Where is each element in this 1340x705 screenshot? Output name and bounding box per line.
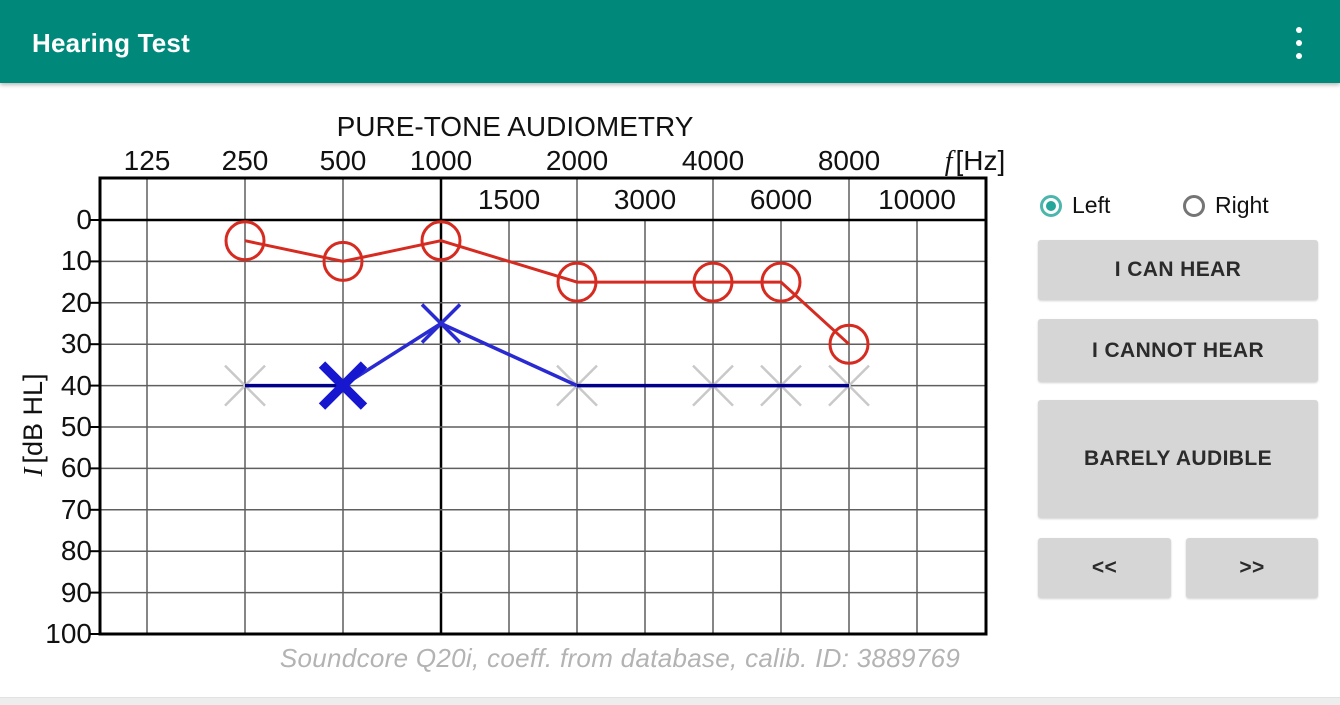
right-ear-marker — [760, 261, 802, 303]
y-tick-70: 70 — [60, 493, 92, 525]
y-tick-20: 20 — [60, 286, 92, 318]
radio-right-icon[interactable] — [1183, 194, 1205, 217]
y-tick-90: 90 — [60, 576, 92, 608]
chart-border — [98, 176, 988, 636]
bottom-strip — [0, 697, 1340, 705]
left-ear-line — [440, 321, 578, 388]
y-tick-60: 60 — [60, 452, 92, 484]
barely-audible-button[interactable]: BARELY AUDIBLE — [1038, 400, 1318, 518]
x-band-tick-10000: 10000 — [878, 184, 956, 215]
x-tick-1000: 1000 — [409, 145, 473, 176]
y-tick-80: 80 — [60, 535, 92, 567]
frequency-symbol: f — [944, 146, 953, 177]
app-title: Hearing Test — [32, 28, 190, 58]
x-band-tick-6000: 6000 — [749, 184, 813, 215]
x-band-tick-1500: 1500 — [477, 184, 541, 215]
app-bar: Hearing Test — [0, 0, 1340, 83]
x-tick-2000: 2000 — [545, 145, 609, 176]
x-band-tick-3000: 3000 — [613, 184, 677, 215]
i-can-hear-button[interactable]: I CAN HEAR — [1038, 240, 1318, 300]
left-ear-marker — [420, 303, 462, 344]
calibration-caption: Soundcore Q20i, coeff. from database, ca… — [279, 643, 961, 673]
y-tick-labels: 0 10 20 30 40 50 60 70 80 90 100 — [0, 0, 92, 705]
right-ear-marker — [322, 240, 364, 282]
y-tick-40: 40 — [60, 369, 92, 401]
x-axis-unit-label: f [Hz] — [944, 145, 1006, 177]
right-ear-line — [244, 239, 851, 346]
radio-left-icon[interactable] — [1040, 194, 1062, 217]
overflow-menu-icon[interactable] — [1288, 27, 1310, 59]
y-tick-50: 50 — [60, 411, 92, 442]
right-ear-marker — [828, 323, 870, 365]
next-button[interactable]: >> — [1186, 538, 1318, 598]
right-ear-marker — [692, 261, 734, 303]
left-ear-marker — [318, 361, 368, 410]
x-tick-4000: 4000 — [681, 145, 745, 176]
y-tick-100: 100 — [45, 618, 92, 649]
x-tick-125: 125 — [123, 145, 171, 176]
y-tick-10: 10 — [60, 245, 92, 277]
right-ear-marker — [556, 261, 598, 303]
previous-button[interactable]: << — [1038, 538, 1171, 598]
y-tick-0: 0 — [76, 204, 92, 235]
chart-title: PURE-TONE AUDIOMETRY — [336, 111, 694, 142]
radio-right[interactable]: Right — [1183, 192, 1269, 219]
i-cannot-hear-button[interactable]: I CANNOT HEAR — [1038, 319, 1318, 382]
radio-left[interactable]: Left — [1040, 192, 1110, 219]
right-ear-marker — [420, 220, 462, 262]
right-ear-marker — [224, 220, 266, 262]
x-tick-8000: 8000 — [817, 145, 881, 176]
x-tick-500: 500 — [319, 145, 367, 176]
radio-right-label: Right — [1215, 192, 1269, 218]
y-tick-30: 30 — [60, 328, 92, 360]
radio-left-label: Left — [1072, 192, 1111, 218]
x-tick-250: 250 — [221, 145, 269, 176]
